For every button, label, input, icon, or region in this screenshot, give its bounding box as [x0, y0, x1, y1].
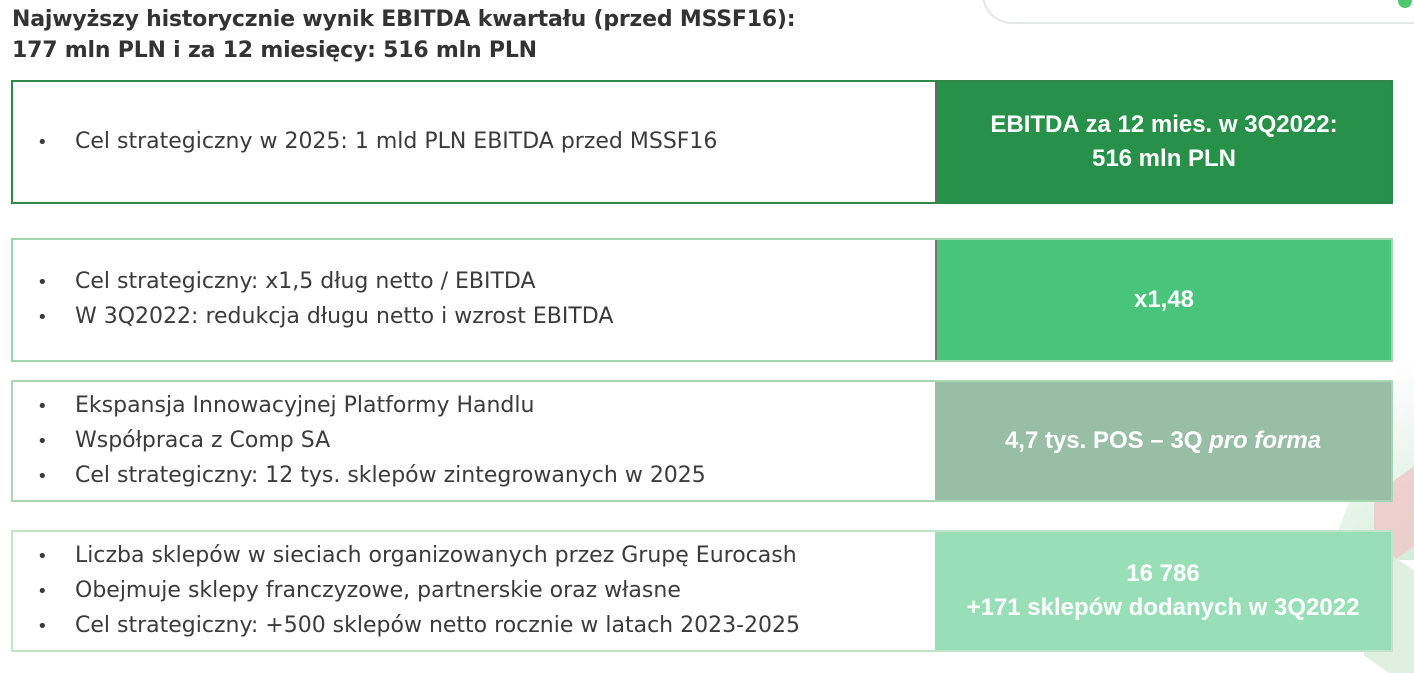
decorative-frame	[982, 0, 1414, 24]
bullet-text: Współpraca z Comp SA	[75, 427, 331, 453]
kpi-value: +171 sklepów dodanych w 3Q2022	[966, 594, 1360, 621]
bullet-text: Obejmuje sklepy franczyzowe, partnerskie…	[75, 577, 681, 603]
kpi-description: • Liczba sklepów w sieciach organizowany…	[13, 532, 935, 650]
kpi-value: 516 mln PLN	[1091, 145, 1237, 172]
bullet-item: • Cel strategiczny: +500 sklepów netto r…	[37, 609, 935, 644]
decorative-dot	[1398, 0, 1412, 8]
kpi-highlight: EBITDA za 12 mies. w 3Q2022: 516 mln PLN	[935, 82, 1391, 202]
bullet-icon: •	[37, 307, 48, 328]
bullet-text: W 3Q2022: redukcja długu netto i wzrost …	[75, 304, 614, 329]
bullet-icon: •	[37, 545, 48, 567]
bullet-icon: •	[37, 465, 48, 487]
kpi-value: EBITDA za 12 mies. w 3Q2022:	[990, 111, 1338, 138]
kpi-value-text: 4,7 tys. POS – 3Q	[1004, 427, 1210, 454]
bullet-icon: •	[37, 395, 48, 417]
bullet-item: • Cel strategiczny: x1,5 dług netto / EB…	[37, 265, 935, 300]
bullet-icon: •	[37, 580, 48, 602]
kpi-value: x1,48	[1133, 286, 1195, 313]
bullet-text: Cel strategiczny: +500 sklepów netto roc…	[75, 612, 801, 638]
kpi-description: • Ekspansja Innowacyjnej Platformy Handl…	[13, 382, 935, 500]
bullet-item: • W 3Q2022: redukcja długu netto i wzros…	[37, 300, 935, 335]
slide-headline: Najwyższy historycznie wynik EBITDA kwar…	[12, 4, 796, 66]
headline-line: Najwyższy historycznie wynik EBITDA kwar…	[12, 7, 796, 32]
bullet-item: • Współpraca z Comp SA	[37, 424, 935, 459]
bullet-icon: •	[37, 430, 48, 452]
bullet-item: • Obejmuje sklepy franczyzowe, partnersk…	[37, 574, 935, 609]
kpi-value: 16 786	[1126, 560, 1200, 587]
bullet-text: Cel strategiczny: 12 tys. sklepów zinteg…	[75, 462, 706, 488]
kpi-highlight: 16 786 +171 sklepów dodanych w 3Q2022	[935, 532, 1391, 650]
bullet-text: Ekspansja Innowacyjnej Platformy Handlu	[75, 392, 535, 418]
kpi-description: • Cel strategiczny: x1,5 dług netto / EB…	[13, 240, 935, 360]
bullet-item: • Cel strategiczny: 12 tys. sklepów zint…	[37, 459, 935, 494]
bullet-icon: •	[37, 615, 48, 637]
bullet-icon: •	[37, 131, 48, 153]
bullet-item: • Ekspansja Innowacyjnej Platformy Handl…	[37, 389, 935, 424]
bullet-text: Liczba sklepów w sieciach organizowanych…	[75, 542, 797, 568]
bullet-item: • Liczba sklepów w sieciach organizowany…	[37, 539, 935, 574]
kpi-description: • Cel strategiczny w 2025: 1 mld PLN EBI…	[13, 82, 935, 202]
bullet-text: Cel strategiczny: x1,5 dług netto / EBIT…	[75, 269, 536, 294]
bullet-text: Cel strategiczny w 2025: 1 mld PLN EBITD…	[75, 128, 718, 154]
kpi-value-italic: pro forma	[1209, 427, 1322, 454]
kpi-row-ebitda: • Cel strategiczny w 2025: 1 mld PLN EBI…	[11, 80, 1393, 204]
bullet-item: • Cel strategiczny w 2025: 1 mld PLN EBI…	[37, 125, 935, 160]
kpi-row-debt: • Cel strategiczny: x1,5 dług netto / EB…	[11, 238, 1393, 362]
headline-line: 177 mln PLN i za 12 miesięcy: 516 mln PL…	[12, 38, 537, 63]
kpi-highlight: x1,48	[935, 240, 1391, 360]
kpi-value: 4,7 tys. POS – 3Q pro forma	[1005, 424, 1321, 458]
kpi-row-platform: • Ekspansja Innowacyjnej Platformy Handl…	[11, 380, 1393, 502]
bullet-icon: •	[37, 272, 48, 293]
kpi-highlight: 4,7 tys. POS – 3Q pro forma	[935, 382, 1391, 500]
kpi-row-stores: • Liczba sklepów w sieciach organizowany…	[11, 530, 1393, 652]
